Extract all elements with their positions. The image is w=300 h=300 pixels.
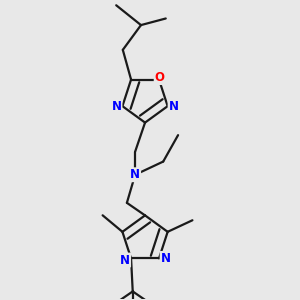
Text: N: N bbox=[130, 168, 140, 181]
Text: N: N bbox=[112, 100, 122, 113]
Text: N: N bbox=[120, 254, 130, 267]
Text: N: N bbox=[169, 100, 178, 113]
Text: O: O bbox=[155, 71, 165, 84]
Text: N: N bbox=[160, 252, 171, 265]
